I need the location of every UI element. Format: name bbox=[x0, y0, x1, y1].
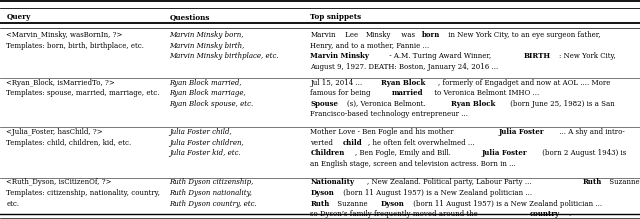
Text: BIRTH: BIRTH bbox=[524, 52, 551, 60]
Text: Templates: spouse, married, marriage, etc.: Templates: spouse, married, marriage, et… bbox=[6, 89, 160, 97]
Text: to Veronica Belmont IMHO ...: to Veronica Belmont IMHO ... bbox=[432, 89, 540, 97]
Text: <Julia_Foster, hasChild, ?>: <Julia_Foster, hasChild, ?> bbox=[6, 128, 103, 136]
Text: August 9, 1927. DEATH: Boston, January 24, 2016 ...: August 9, 1927. DEATH: Boston, January 2… bbox=[310, 63, 499, 71]
Text: <Ryan_Block, isMarriedTo, ?>: <Ryan_Block, isMarriedTo, ?> bbox=[6, 79, 115, 87]
Text: Templates: born, birth, birthplace, etc.: Templates: born, birth, birthplace, etc. bbox=[6, 42, 145, 50]
Text: Julia Foster child,: Julia Foster child, bbox=[170, 128, 232, 136]
Text: Marvin Minsky birth,: Marvin Minsky birth, bbox=[170, 42, 245, 50]
Text: Ruth Dyson nationality,: Ruth Dyson nationality, bbox=[170, 189, 253, 197]
Text: (born 2 August 1943) is: (born 2 August 1943) is bbox=[540, 149, 627, 157]
Text: Julia Foster children,: Julia Foster children, bbox=[170, 139, 244, 147]
Text: Marvin Minsky: Marvin Minsky bbox=[310, 52, 369, 60]
Text: Ryan Block married,: Ryan Block married, bbox=[170, 79, 242, 87]
Text: Francisco-based technology entrepreneur ...: Francisco-based technology entrepreneur … bbox=[310, 110, 468, 118]
Text: Nationality: Nationality bbox=[310, 178, 355, 187]
Text: , formerly of Engadget and now at AOL .... More: , formerly of Engadget and now at AOL ..… bbox=[438, 79, 611, 87]
Text: Templates: child, children, kid, etc.: Templates: child, children, kid, etc. bbox=[6, 139, 132, 147]
Text: Henry, and to a mother, Fannie ...: Henry, and to a mother, Fannie ... bbox=[310, 42, 429, 50]
Text: Minsky: Minsky bbox=[365, 31, 391, 39]
Text: (s), Veronica Belmont.: (s), Veronica Belmont. bbox=[346, 100, 428, 108]
Text: ... A shy and intro-: ... A shy and intro- bbox=[557, 128, 625, 136]
Text: verted: verted bbox=[310, 139, 335, 147]
Text: .: . bbox=[568, 210, 571, 218]
Text: Query: Query bbox=[6, 13, 31, 21]
Text: Jul 15, 2014 ...: Jul 15, 2014 ... bbox=[310, 79, 365, 87]
Text: , he often felt overwhelmed ...: , he often felt overwhelmed ... bbox=[368, 139, 475, 147]
Text: Ruth: Ruth bbox=[310, 200, 330, 208]
Text: Spouse: Spouse bbox=[310, 100, 339, 108]
Text: in New York City, to an eye surgeon father,: in New York City, to an eye surgeon fath… bbox=[445, 31, 600, 39]
Text: <Ruth_Dyson, isCitizenOf, ?>: <Ruth_Dyson, isCitizenOf, ?> bbox=[6, 178, 112, 187]
Text: , Ben Fogle, Emily and Bill.: , Ben Fogle, Emily and Bill. bbox=[355, 149, 452, 157]
Text: Ruth Dyson citizenship,: Ruth Dyson citizenship, bbox=[170, 178, 254, 187]
Text: Julia Foster kid, etc.: Julia Foster kid, etc. bbox=[170, 149, 241, 157]
Text: - A.M. Turing Award Winner,: - A.M. Turing Award Winner, bbox=[387, 52, 493, 60]
Text: Ruth Dyson country, etc.: Ruth Dyson country, etc. bbox=[170, 200, 257, 208]
Text: Dyson: Dyson bbox=[310, 189, 334, 197]
Text: born: born bbox=[422, 31, 440, 39]
Text: an English stage, screen and television actress. Born in ...: an English stage, screen and television … bbox=[310, 160, 516, 168]
Text: Julia Foster: Julia Foster bbox=[499, 128, 544, 136]
Text: Ryan Block spouse, etc.: Ryan Block spouse, etc. bbox=[170, 100, 254, 108]
Text: Questions: Questions bbox=[170, 13, 210, 21]
Text: Children: Children bbox=[310, 149, 345, 157]
Text: (born 11 August 1957) is a New Zealand politician ...: (born 11 August 1957) is a New Zealand p… bbox=[341, 189, 532, 197]
Text: (born 11 August 1957) is a New Zealand politician ...: (born 11 August 1957) is a New Zealand p… bbox=[411, 200, 602, 208]
Text: Ryan Block marriage,: Ryan Block marriage, bbox=[170, 89, 246, 97]
Text: Ruth: Ruth bbox=[582, 178, 602, 187]
Text: Suzanne: Suzanne bbox=[607, 178, 640, 187]
Text: Mother Love - Ben Fogle and his mother: Mother Love - Ben Fogle and his mother bbox=[310, 128, 456, 136]
Text: Ryan Block: Ryan Block bbox=[381, 79, 425, 87]
Text: married: married bbox=[392, 89, 423, 97]
Text: Templates: citizenship, nationality, country,: Templates: citizenship, nationality, cou… bbox=[6, 189, 161, 197]
Text: Marvin Minsky born,: Marvin Minsky born, bbox=[170, 31, 244, 39]
Text: Suzanne: Suzanne bbox=[335, 200, 370, 208]
Text: Dyson: Dyson bbox=[380, 200, 404, 208]
Text: country: country bbox=[530, 210, 560, 218]
Text: , New Zealand. Political party, Labour Party ...: , New Zealand. Political party, Labour P… bbox=[367, 178, 534, 187]
Text: etc.: etc. bbox=[6, 200, 20, 208]
Text: so Dyson’s family frequently moved around the: so Dyson’s family frequently moved aroun… bbox=[310, 210, 481, 218]
Text: <Marvin_Minsky, wasBornIn, ?>: <Marvin_Minsky, wasBornIn, ?> bbox=[6, 31, 123, 39]
Text: Lee: Lee bbox=[343, 31, 361, 39]
Text: Top snippets: Top snippets bbox=[310, 13, 362, 21]
Text: Julia Foster: Julia Foster bbox=[481, 149, 527, 157]
Text: Marvin: Marvin bbox=[310, 31, 336, 39]
Text: was: was bbox=[399, 31, 417, 39]
Text: : New York City,: : New York City, bbox=[559, 52, 616, 60]
Text: child: child bbox=[343, 139, 362, 147]
Text: famous for being: famous for being bbox=[310, 89, 373, 97]
Text: (born June 25, 1982) is a San: (born June 25, 1982) is a San bbox=[508, 100, 615, 108]
Text: Ryan Block: Ryan Block bbox=[451, 100, 495, 108]
Text: Marvin Minsky birthplace, etc.: Marvin Minsky birthplace, etc. bbox=[170, 52, 279, 60]
